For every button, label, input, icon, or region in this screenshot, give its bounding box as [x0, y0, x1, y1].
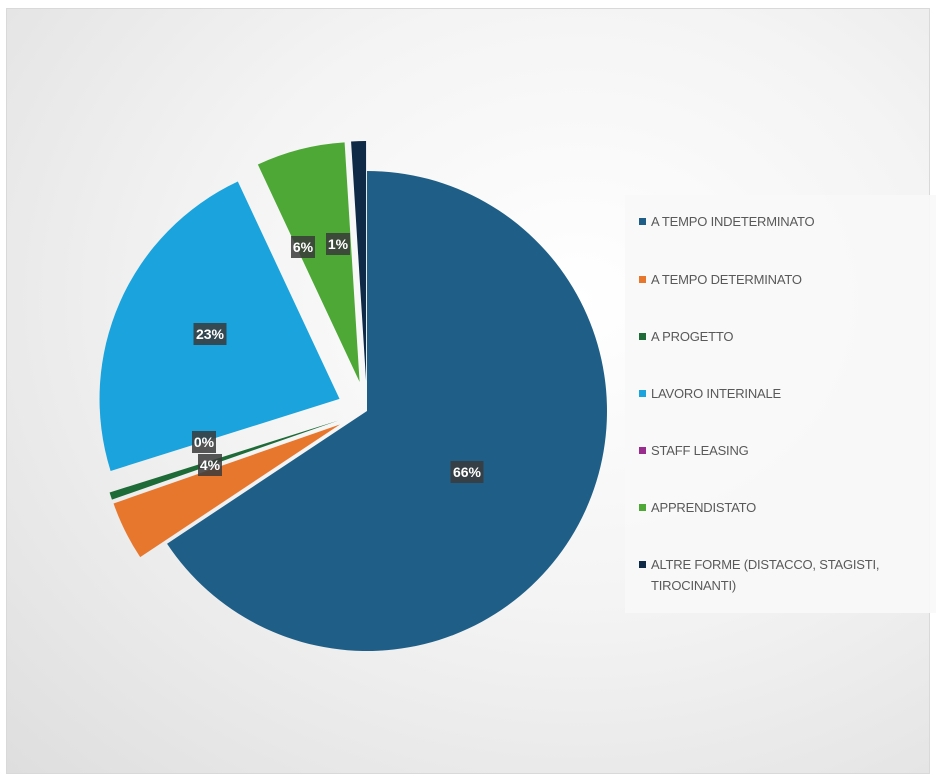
legend-label: A PROGETTO — [651, 329, 734, 344]
legend-label: APPRENDISTATO — [651, 500, 757, 515]
data-label-text-6: 1% — [328, 236, 349, 252]
data-label-text-1: 4% — [200, 457, 221, 473]
legend-swatch — [639, 276, 646, 283]
pie-chart: 66% 4% 0% 23% 6% 1% — [99, 141, 607, 651]
chart-legend: A TEMPO INDETERMINATO A TEMPO DETERMINATO… — [625, 195, 936, 613]
pie-slice-2 — [109, 420, 339, 500]
pie-slice-0 — [167, 171, 607, 651]
data-label-1: 4% — [198, 454, 222, 476]
legend-label: A TEMPO DETERMINATO — [651, 272, 802, 287]
legend-item: A TEMPO INDETERMINATO — [639, 211, 929, 232]
data-label-6: 1% — [326, 233, 350, 255]
legend-swatch — [639, 504, 646, 511]
legend-item: ALTRE FORME (DISTACCO, STAGISTI, TIROCIN… — [639, 554, 929, 596]
legend-swatch — [639, 561, 646, 568]
data-label-0: 66% — [450, 461, 484, 483]
legend-swatch — [639, 390, 646, 397]
data-label-text-5: 6% — [293, 239, 314, 255]
legend-item: A TEMPO DETERMINATO — [639, 269, 929, 290]
chart-area: 66% 4% 0% 23% 6% 1% A TEMPO INDETERMINATO A TE… — [6, 8, 936, 774]
pie-slice-6 — [351, 141, 367, 382]
pie-slice-1 — [113, 424, 341, 558]
legend-item: A PROGETTO — [639, 326, 929, 347]
legend-swatch — [639, 447, 646, 454]
legend-item: LAVORO INTERINALE — [639, 383, 929, 404]
legend-label: LAVORO INTERINALE — [651, 386, 782, 401]
legend-label: STAFF LEASING — [651, 443, 749, 458]
legend-label: ALTRE FORME (DISTACCO, STAGISTI, TIROCIN… — [651, 557, 880, 593]
data-label-text-2: 0% — [194, 434, 215, 450]
data-label-text-3: 23% — [196, 326, 225, 342]
data-label-2: 0% — [192, 431, 216, 453]
legend-label: A TEMPO INDETERMINATO — [651, 214, 815, 229]
pie-slice-5 — [257, 142, 360, 382]
labels-layer: 66% 4% 0% 23% 6% 1% — [192, 233, 484, 483]
data-label-5: 6% — [291, 236, 315, 258]
legend-swatch — [639, 333, 646, 340]
data-label-3: 23% — [193, 323, 227, 345]
legend-swatch — [639, 218, 646, 225]
slices-layer — [99, 141, 607, 651]
legend-item: STAFF LEASING — [639, 440, 929, 461]
legend-item: APPRENDISTATO — [639, 497, 929, 518]
data-label-text-0: 66% — [453, 464, 482, 480]
